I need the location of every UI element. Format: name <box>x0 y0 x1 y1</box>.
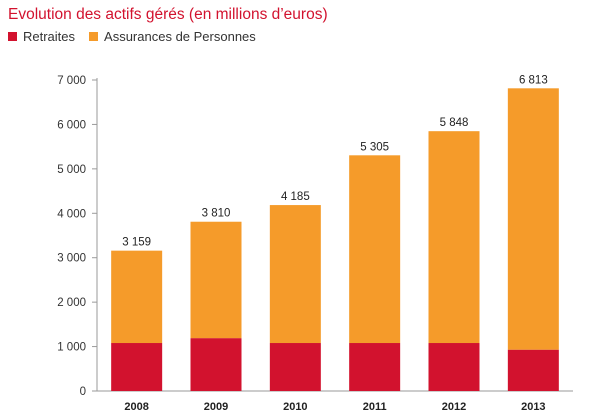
y-tick-label: 1 000 <box>57 342 86 354</box>
x-tick-label: 2012 <box>442 401 466 413</box>
bar-total-label: 3 159 <box>122 237 151 249</box>
y-tick-label: 4 000 <box>57 208 86 220</box>
legend-label-assurances: Assurances de Personnes <box>104 29 256 44</box>
y-tick-label: 0 <box>80 386 86 398</box>
bar-retraites <box>111 343 163 391</box>
bar-retraites <box>190 338 242 391</box>
x-tick-label: 2008 <box>124 401 148 413</box>
x-tick-label: 2013 <box>521 401 545 413</box>
bar-retraites <box>269 343 321 391</box>
bar-total-label: 5 848 <box>440 117 469 129</box>
chart-legend: Retraites Assurances de Personnes <box>8 29 270 44</box>
bar-assurances <box>269 205 321 344</box>
y-tick-label: 7 000 <box>57 75 86 87</box>
bar-total-label: 4 185 <box>281 191 310 203</box>
bar-assurances <box>428 131 480 344</box>
bar-retraites <box>507 349 559 391</box>
y-tick-label: 2 000 <box>57 297 86 309</box>
bar-assurances <box>349 155 401 344</box>
bar-assurances <box>507 88 559 350</box>
bar-assurances <box>190 221 242 339</box>
bar-total-label: 3 810 <box>202 208 231 220</box>
legend-swatch-retraites <box>8 32 17 41</box>
x-tick-label: 2009 <box>204 401 228 413</box>
y-tick-label: 6 000 <box>57 119 86 131</box>
bar-assurances <box>111 250 163 344</box>
legend-item-assurances: Assurances de Personnes <box>89 29 256 44</box>
bar-retraites <box>428 343 480 391</box>
bar-total-label: 6 813 <box>519 74 548 86</box>
x-tick-label: 2011 <box>363 401 387 413</box>
legend-item-retraites: Retraites <box>8 29 75 44</box>
x-tick-label: 2010 <box>283 401 307 413</box>
legend-swatch-assurances <box>89 32 99 41</box>
y-tick-label: 5 000 <box>57 164 86 176</box>
chart-title: Evolution des actifs gérés (en millions … <box>8 6 328 23</box>
bar-total-label: 5 305 <box>360 141 389 153</box>
y-tick-label: 3 000 <box>57 253 86 265</box>
bar-retraites <box>349 343 401 391</box>
legend-label-retraites: Retraites <box>23 29 76 44</box>
